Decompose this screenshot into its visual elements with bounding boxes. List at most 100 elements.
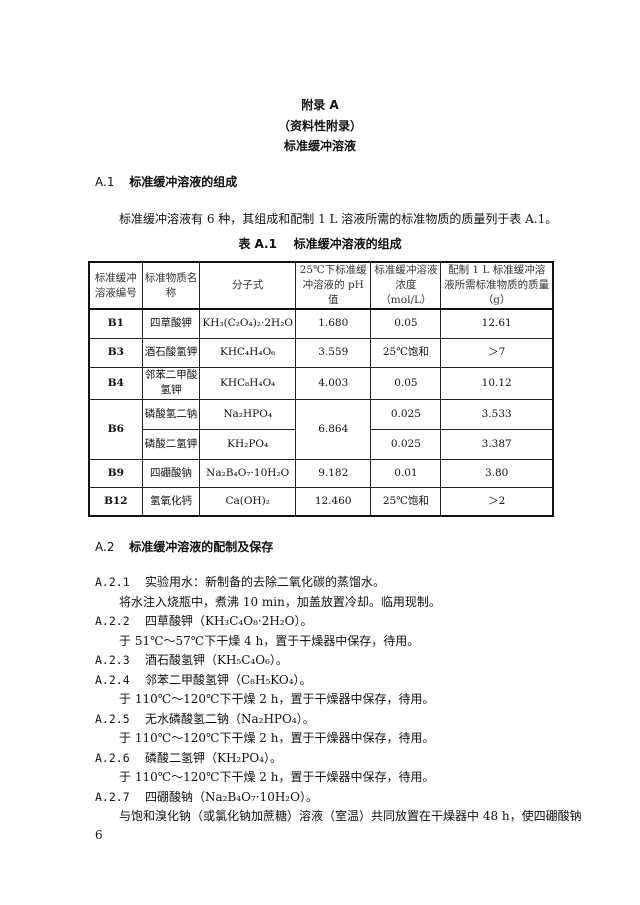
cell-ph: 12.460	[295, 486, 372, 517]
section-title: 标准缓冲溶液的配制及保存	[129, 540, 274, 554]
clause-number: A.2.2	[95, 614, 130, 628]
clause-number: A.2.5	[95, 711, 130, 726]
clause-line: A.2.4 邻苯二甲酸氢钾（C₈H₅KO₄）。	[95, 673, 312, 687]
header-concentration: 标准缓冲溶液浓度（mol/L）	[370, 261, 442, 310]
table-header-row: 标准缓冲溶液编号 标准物质名称 分子式 25℃下标准缓冲溶液的 pH 值 标准缓…	[88, 261, 554, 310]
cell-mass: 3.533	[440, 398, 554, 430]
cell-mass: ＞7	[440, 337, 554, 368]
cell-ph: 1.680	[295, 308, 372, 339]
appendix-heading: 标准缓冲溶液	[283, 139, 356, 153]
clause-text: 酒石酸氢钾（KH₅C₄O₆）。	[145, 653, 288, 667]
clause-text: 与饱和溴化钠（或氯化钠加蔗糖）溶液（室温）共同放置在干燥器中 48 h，使四硼酸…	[119, 809, 582, 823]
table-caption-number: 表 A.1	[238, 237, 277, 251]
clause-line: 将水注入烧瓶中，煮沸 10 min，加盖放置冷却。临用现制。	[119, 595, 441, 609]
table-row: B1 四草酸钾 KH₃(C₂O₄)₂·2H₂O 1.680 0.05 12.61	[88, 308, 554, 339]
clause-text: 于 110℃～120℃下干燥 2 h，置于干燥器中保存，待用。	[119, 770, 435, 784]
clause-line: 于 110℃～120℃下干燥 2 h，置于干燥器中保存，待用。	[119, 770, 434, 784]
table-row: B9 四硼酸钠 Na₂B₄O₇·10H₂O 9.182 0.01 3.80	[88, 458, 554, 488]
clause-line: A.2.6 磷酸二氢钾（KH₂PO₄）。	[95, 751, 282, 765]
table-row: 磷酸二氢钾 KH₂PO₄ 0.025 3.387	[89, 428, 554, 460]
clause-line: 于 110℃～120℃下干燥 2 h，置于干燥器中保存，待用。	[119, 692, 434, 706]
cell-name: 酒石酸氢钾	[141, 337, 201, 368]
cell-code: B1	[88, 308, 143, 339]
clause-number: A.2.6	[95, 750, 130, 765]
clause-text: 于 110℃～120℃下干燥 2 h，置于干燥器中保存，待用。	[119, 731, 435, 745]
table-row: B3 酒石酸氢钾 KHC₄H₄O₆ 3.559 25℃饱和 ＞7	[88, 337, 554, 368]
header-name: 标准物质名称	[141, 261, 201, 310]
clause-number: A.2.4	[95, 672, 130, 687]
clause-line: A.2.3 酒石酸氢钾（KH₅C₄O₆）。	[95, 653, 288, 667]
section-title: 标准缓冲溶液的组成	[129, 175, 238, 189]
header-mass: 配制 1 L 标准缓冲溶液所需标准物质的质量（g）	[440, 261, 554, 310]
clause-line: A.2.5 无水磷酸氢二钠（Na₂HPO₄）。	[95, 712, 315, 726]
appendix-title: 附录 A	[301, 98, 339, 112]
table-caption-text: 标准缓冲溶液的组成	[293, 237, 402, 251]
clause-number: A.2.3	[95, 653, 130, 667]
clause-text: 于 51℃～57℃下干燥 4 h，置于干燥器中保存，待用。	[119, 633, 420, 648]
section-a2-heading: A.2 标准缓冲溶液的配制及保存	[95, 540, 273, 554]
section-a1-paragraph: 标准缓冲溶液有 6 种，其组成和配制 1 L 溶液所需的标准物质的质量列于表 A…	[119, 212, 558, 226]
cell-name: 磷酸氢二钠	[141, 398, 201, 430]
cell-conc: 0.025	[370, 398, 442, 430]
cell-formula: Na₂B₄O₇·10H₂O	[199, 458, 297, 488]
header-ph: 25℃下标准缓冲溶液的 pH 值	[295, 261, 372, 310]
appendix-subtitle: （资料性附录）	[277, 119, 362, 133]
clause-line: 于 51℃～57℃下干燥 4 h，置于干燥器中保存，待用。	[119, 634, 419, 648]
cell-name: 磷酸二氢钾	[141, 428, 201, 460]
clause-text: 于 110℃～120℃下干燥 2 h，置于干燥器中保存，待用。	[119, 692, 435, 706]
cell-conc: 0.025	[370, 428, 442, 460]
cell-mass: 3.387	[440, 428, 554, 460]
clause-line: 于 110℃～120℃下干燥 2 h，置于干燥器中保存，待用。	[119, 731, 434, 745]
cell-conc: 0.01	[370, 458, 442, 488]
cell-name: 邻苯二甲酸氢钾	[141, 366, 201, 400]
cell-ph: 9.182	[295, 458, 372, 488]
buffer-table: 标准缓冲溶液编号 标准物质名称 分子式 25℃下标准缓冲溶液的 pH 值 标准缓…	[88, 261, 554, 517]
cell-formula: KHC₄H₄O₆	[199, 337, 297, 368]
header-formula: 分子式	[199, 261, 297, 310]
clause-line: A.2.2 四草酸钾（KH₃C₄O₈·2H₂O）。	[95, 614, 312, 628]
cell-conc: 25℃饱和	[370, 337, 442, 368]
table-row: B4 邻苯二甲酸氢钾 KHC₈H₄O₄ 4.003 0.05 10.12	[88, 366, 554, 400]
clause-text: 邻苯二甲酸氢钾（C₈H₅KO₄）。	[145, 672, 312, 687]
cell-code: B12	[88, 486, 143, 517]
cell-mass: 12.61	[440, 308, 554, 339]
table-row: B6 磷酸氢二钠 Na₂HPO₄ 6.864 0.025 3.533	[88, 398, 554, 460]
cell-mass: 10.12	[440, 366, 554, 400]
cell-mass: 3.80	[440, 458, 554, 488]
clause-text: 四硼酸钠（Na₂B₄O₇·10H₂O）。	[145, 789, 318, 804]
cell-code: B6	[88, 398, 143, 460]
clause-text: 四草酸钾（KH₃C₄O₈·2H₂O）。	[145, 614, 313, 628]
clause-number: A.2.7	[95, 789, 130, 804]
clause-line: A.2.1 实验用水：新制备的去除二氧化碳的蒸馏水。	[95, 575, 385, 589]
clause-text: 实验用水：新制备的去除二氧化碳的蒸馏水。	[145, 575, 386, 589]
cell-conc: 0.05	[370, 366, 442, 400]
clause-text: 磷酸二氢钾（KH₂PO₄）。	[145, 750, 282, 765]
cell-name: 氢氧化钙	[141, 486, 201, 517]
cell-ph: 6.864	[295, 398, 372, 460]
clause-number: A.2.1	[95, 575, 130, 589]
cell-ph: 3.559	[295, 337, 372, 368]
cell-formula: KH₃(C₂O₄)₂·2H₂O	[199, 308, 297, 339]
table-caption: 表 A.1 标准缓冲溶液的组成	[0, 237, 640, 251]
cell-formula: Na₂HPO₄	[199, 398, 297, 430]
cell-code: B3	[88, 337, 143, 368]
section-number: A.2	[95, 540, 115, 554]
cell-mass: ＞2	[440, 486, 554, 517]
cell-conc: 25℃饱和	[370, 486, 442, 517]
section-a1-heading: A.1 标准缓冲溶液的组成	[95, 175, 237, 189]
cell-code: B9	[88, 458, 143, 488]
cell-code: B4	[88, 366, 143, 400]
page-number: 6	[95, 828, 103, 842]
cell-formula: KH₂PO₄	[199, 428, 297, 460]
cell-formula: KHC₈H₄O₄	[199, 366, 297, 400]
cell-name: 四草酸钾	[141, 308, 201, 339]
clause-line: 与饱和溴化钠（或氯化钠加蔗糖）溶液（室温）共同放置在干燥器中 48 h，使四硼酸…	[119, 809, 582, 823]
cell-conc: 0.05	[370, 308, 442, 339]
clause-line: A.2.7 四硼酸钠（Na₂B₄O₇·10H₂O）。	[95, 790, 318, 804]
cell-ph: 4.003	[295, 366, 372, 400]
clause-text: 无水磷酸氢二钠（Na₂HPO₄）。	[145, 711, 315, 726]
clause-text: 将水注入烧瓶中，煮沸 10 min，加盖放置冷却。临用现制。	[119, 594, 441, 609]
header-code: 标准缓冲溶液编号	[88, 261, 143, 310]
cell-formula: Ca(OH)₂	[199, 486, 297, 517]
cell-name: 四硼酸钠	[141, 458, 201, 488]
